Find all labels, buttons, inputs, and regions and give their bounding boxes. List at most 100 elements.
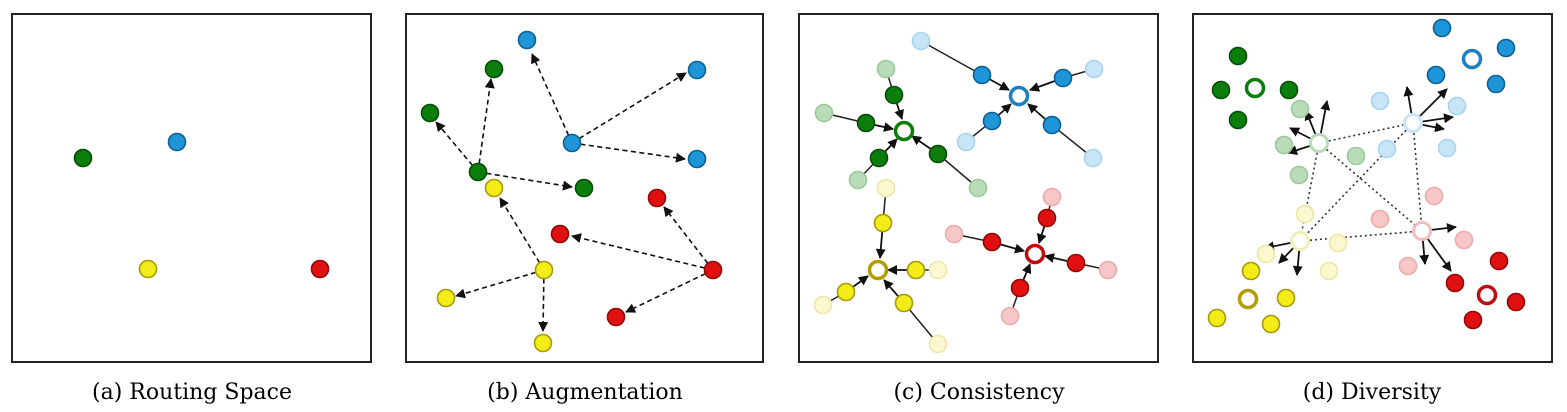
node-red-faint [1424, 186, 1444, 206]
node-red [982, 232, 1002, 252]
node-red [1463, 310, 1483, 330]
node-yellow-faint [1256, 244, 1276, 264]
node-yellow [138, 259, 158, 279]
panel-d-nodes [1207, 18, 1526, 334]
node-green [869, 148, 889, 168]
node-red [1489, 251, 1509, 271]
node-yellow-center [534, 260, 554, 280]
node-red [1010, 278, 1030, 298]
diversity-dotted-links [1299, 122, 1423, 242]
node-blue-faint-center [1403, 113, 1423, 133]
node-green [1211, 80, 1231, 100]
panel-c-consistency: (c) Consistency [798, 13, 1159, 405]
panel-d-diversity: (d) Diversity [1192, 13, 1553, 405]
node-red-faint-center [1412, 221, 1432, 241]
caption-c: (c) Consistency [893, 380, 1065, 405]
node-red-faint [1042, 187, 1062, 207]
node-blue [1432, 18, 1452, 38]
node-red [310, 259, 330, 279]
node-yellow-hollow-center [867, 259, 889, 281]
node-blue [1496, 38, 1516, 58]
node-blue-center [562, 133, 582, 153]
node-green-faint [1289, 165, 1309, 185]
node-green-hollow-center [893, 120, 915, 142]
node-green-faint [848, 170, 868, 190]
node-yellow-hollow-center [1237, 288, 1259, 310]
node-red-aug [647, 188, 667, 208]
node-blue-hollow-center [1008, 85, 1030, 107]
node-yellow [1261, 314, 1281, 334]
node-green [1279, 80, 1299, 100]
node-yellow-faint [1328, 233, 1348, 253]
node-red [1037, 208, 1057, 228]
node-yellow [894, 293, 914, 313]
node-blue-faint [956, 132, 976, 152]
node-red-faint [1398, 256, 1418, 276]
node-red [1066, 253, 1086, 273]
node-red [1445, 273, 1465, 293]
node-blue [1053, 68, 1073, 88]
node-yellow-faint-center [1290, 231, 1310, 251]
node-blue [1486, 74, 1506, 94]
node-blue-faint [1447, 96, 1467, 116]
node-green [73, 148, 93, 168]
node-red [1506, 292, 1526, 312]
node-blue-aug [687, 60, 707, 80]
node-blue-aug [517, 30, 537, 50]
node-green [1228, 110, 1248, 130]
node-green-aug [484, 59, 504, 79]
node-yellow-aug [484, 178, 504, 198]
panel-b-augmentation: (b) Augmentation [405, 13, 764, 405]
node-green [856, 113, 876, 133]
node-blue-aug [687, 149, 707, 169]
caption-a: (a) Routing Space [92, 380, 292, 405]
node-blue-faint [911, 31, 931, 51]
node-yellow-faint [876, 178, 896, 198]
node-yellow [906, 260, 926, 280]
panel-a-nodes [73, 132, 330, 279]
node-blue [167, 132, 187, 152]
node-red-faint [1370, 209, 1390, 229]
augmentation-arrows [435, 53, 714, 332]
node-green-faint [876, 59, 896, 79]
node-blue [1426, 65, 1446, 85]
caption-d: (d) Diversity [1303, 380, 1442, 405]
node-yellow [836, 282, 856, 302]
node-red-faint [1098, 260, 1118, 280]
node-red-faint [944, 224, 964, 244]
panel-a-frame [11, 13, 372, 363]
node-blue-faint [1084, 59, 1104, 79]
node-green-faint [1290, 99, 1310, 119]
node-blue-faint [1437, 138, 1457, 158]
node-blue [972, 65, 992, 85]
node-blue-faint [1370, 91, 1390, 111]
node-green [928, 144, 948, 164]
node-green-center [468, 162, 488, 182]
node-red-aug [606, 307, 626, 327]
node-red-aug [550, 224, 570, 244]
panel-d-frame [1192, 13, 1553, 363]
node-yellow-aug [436, 288, 456, 308]
node-yellow [1241, 261, 1261, 281]
node-red-faint [1000, 306, 1020, 326]
node-green-faint [968, 178, 988, 198]
caption-b: (b) Augmentation [487, 380, 683, 405]
panel-c-nodes [813, 31, 1118, 354]
node-yellow-faint [928, 260, 948, 280]
node-green-aug [574, 178, 594, 198]
node-green-faint [1274, 135, 1294, 155]
node-yellow-faint [928, 334, 948, 354]
node-green-aug [420, 103, 440, 123]
node-blue-hollow-center [1461, 48, 1483, 70]
node-blue [1042, 115, 1062, 135]
node-green-faint-center [1309, 133, 1329, 153]
node-yellow-faint [813, 295, 833, 315]
node-yellow-faint [1295, 204, 1315, 224]
node-red-hollow-center [1476, 284, 1498, 306]
node-green-hollow-center [1244, 77, 1266, 99]
node-yellow [873, 213, 893, 233]
node-blue-faint [1083, 148, 1103, 168]
node-red-hollow-center [1024, 243, 1046, 265]
node-yellow [1207, 308, 1227, 328]
